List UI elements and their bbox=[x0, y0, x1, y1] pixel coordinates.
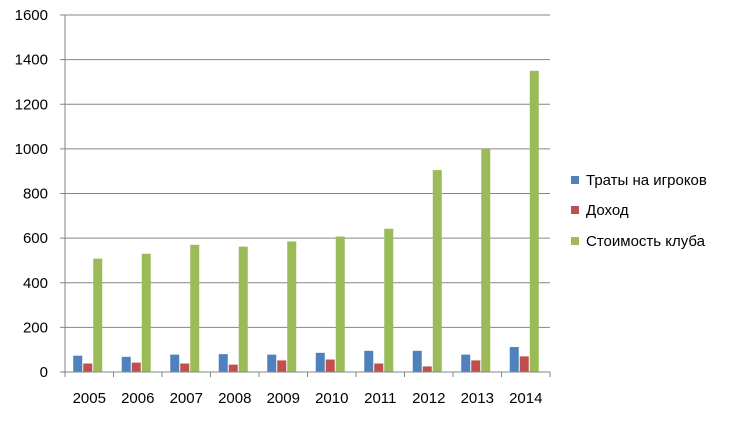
bar-2-2009 bbox=[287, 241, 297, 372]
bar-0-2011 bbox=[364, 350, 374, 372]
bar-1-2011 bbox=[374, 363, 384, 372]
x-tick-label: 2013 bbox=[461, 390, 494, 407]
bar-0-2006 bbox=[121, 356, 131, 372]
x-tick-label: 2011 bbox=[364, 390, 396, 407]
bar-2-2012 bbox=[432, 170, 442, 372]
bar-2-2005 bbox=[93, 258, 103, 372]
legend: Траты на игроков Доход Стоимость клуба bbox=[571, 172, 707, 250]
y-tick-label: 1200 bbox=[15, 96, 48, 113]
y-tick-label: 800 bbox=[23, 186, 48, 203]
x-tick-label: 2006 bbox=[121, 390, 154, 407]
bar-0-2005 bbox=[73, 355, 83, 372]
x-tick-label: 2009 bbox=[267, 390, 300, 407]
bars bbox=[73, 70, 539, 372]
bar-2-2013 bbox=[481, 148, 491, 372]
legend-label: Доход bbox=[586, 202, 629, 219]
x-tick-label: 2014 bbox=[509, 390, 542, 407]
y-tick-label: 600 bbox=[23, 230, 48, 247]
bar-2-2008 bbox=[238, 246, 248, 372]
bar-0-2012 bbox=[412, 350, 422, 372]
bar-1-2007 bbox=[180, 363, 190, 372]
bar-1-2005 bbox=[83, 363, 93, 372]
bar-2-2014 bbox=[529, 70, 539, 372]
bar-1-2014 bbox=[519, 356, 529, 372]
y-tick-label: 200 bbox=[23, 319, 48, 336]
bar-1-2013 bbox=[471, 360, 481, 372]
legend-swatch bbox=[571, 237, 579, 245]
bar-1-2012 bbox=[422, 366, 432, 372]
x-axis-ticks: 2005 2006 2007 2008 2009 2010 2011 2012 2013 2014 bbox=[64, 372, 551, 407]
y-axis-ticks: 0 200 400 600 800 1000 1200 1400 1600 bbox=[15, 7, 65, 381]
bar-0-2013 bbox=[461, 354, 471, 372]
y-tick-label: 400 bbox=[23, 275, 48, 292]
bar-0-2010 bbox=[315, 352, 325, 372]
y-tick-label: 0 bbox=[40, 364, 48, 381]
bar-0-2014 bbox=[509, 347, 519, 372]
bar-1-2009 bbox=[277, 360, 287, 372]
x-tick-label: 2010 bbox=[315, 390, 348, 407]
legend-swatch bbox=[571, 206, 579, 214]
bar-1-2010 bbox=[325, 359, 335, 372]
legend-label: Стоимость клуба bbox=[586, 233, 706, 250]
bar-1-2008 bbox=[228, 364, 238, 372]
bar-2-2007 bbox=[190, 244, 200, 372]
bar-0-2009 bbox=[267, 354, 277, 372]
legend-label: Траты на игроков bbox=[586, 172, 707, 189]
gridlines bbox=[65, 14, 550, 328]
y-tick-label: 1400 bbox=[15, 52, 48, 69]
x-tick-label: 2007 bbox=[170, 390, 203, 407]
y-tick-label: 1000 bbox=[15, 141, 48, 158]
x-tick-label: 2008 bbox=[218, 390, 251, 407]
x-tick-label: 2012 bbox=[412, 390, 445, 407]
bar-2-2011 bbox=[384, 228, 394, 372]
bar-0-2008 bbox=[218, 354, 228, 372]
bar-1-2006 bbox=[131, 362, 141, 372]
bar-0-2007 bbox=[170, 354, 180, 372]
legend-swatch bbox=[571, 176, 579, 184]
bar-2-2010 bbox=[335, 236, 345, 372]
bar-2-2006 bbox=[141, 253, 151, 372]
y-tick-label: 1600 bbox=[15, 7, 48, 24]
x-tick-label: 2005 bbox=[73, 390, 106, 407]
